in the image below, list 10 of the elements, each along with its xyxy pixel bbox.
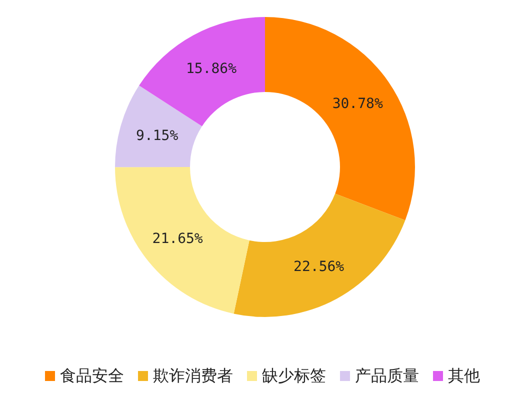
data-label: 21.65% — [152, 230, 204, 247]
legend-label: 缺少标签 — [262, 366, 326, 385]
legend-label: 欺诈消费者 — [153, 366, 233, 385]
legend-label: 食品安全 — [60, 366, 124, 385]
data-label: 30.78% — [332, 96, 384, 112]
data-label: 9.15% — [136, 128, 179, 144]
data-label: 15.86% — [186, 61, 238, 78]
legend-label: 其他 — [448, 366, 480, 385]
legend-label: 产品质量 — [355, 366, 419, 385]
data-label: 22.56% — [294, 258, 345, 275]
